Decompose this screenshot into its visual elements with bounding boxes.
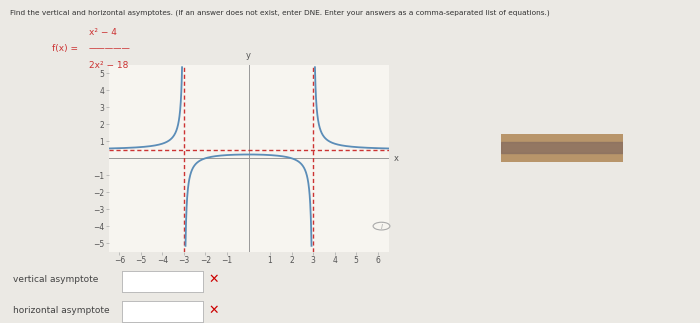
Bar (500, 142, 623, 153)
Text: f(x) =: f(x) = (52, 44, 78, 53)
Text: ✕: ✕ (209, 304, 219, 317)
Text: 2x² − 18: 2x² − 18 (89, 61, 128, 70)
Text: Find the vertical and horizontal asymptotes. (If an answer does not exist, enter: Find the vertical and horizontal asympto… (10, 10, 550, 16)
Text: ✕: ✕ (209, 273, 219, 286)
Text: horizontal asymptote: horizontal asymptote (13, 306, 109, 315)
Text: —————: ————— (89, 44, 131, 53)
Text: y: y (246, 51, 251, 60)
Text: x² − 4: x² − 4 (89, 28, 117, 37)
Text: vertical asymptote: vertical asymptote (13, 275, 98, 284)
Text: i: i (380, 222, 383, 231)
Text: x: x (393, 154, 398, 163)
